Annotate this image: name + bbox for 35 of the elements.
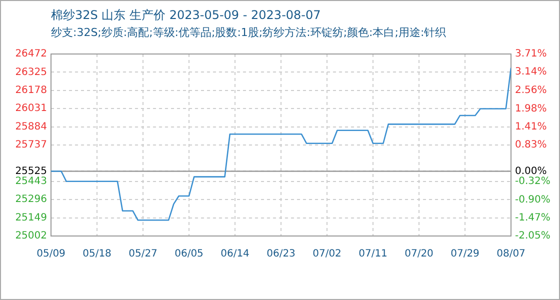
chart-title: 棉纱32S 山东 生产价 2023-05-09 - 2023-08-07: [51, 7, 321, 24]
y2-tick-label: 0.00%: [515, 166, 547, 177]
y2-tick-label: 3.71%: [515, 48, 547, 60]
y-tick-label: 25443: [15, 176, 47, 187]
y-tick-label: 26472: [15, 48, 47, 60]
y2-tick-label: 0.83%: [515, 140, 547, 151]
x-tick-label: 08/07: [496, 248, 526, 260]
y-tick-label: 25525: [15, 166, 47, 177]
y-tick-label: 26031: [15, 103, 47, 114]
chart-subtitle: 纱支:32S;纱质:高配;等级:优等品;股数:1股;纺纱方法:环锭纺;颜色:本白;用途:针织: [51, 25, 446, 40]
y2-tick-label: 2.56%: [515, 84, 547, 96]
y-tick-label: 25296: [15, 194, 47, 206]
x-tick-label: 07/29: [450, 248, 480, 260]
x-tick-label: 07/11: [358, 248, 388, 260]
x-tick-label: 06/23: [266, 248, 296, 260]
x-tick-label: 05/09: [36, 248, 66, 260]
y2-tick-label: 1.98%: [515, 103, 547, 114]
x-tick-label: 07/20: [404, 248, 434, 260]
y-tick-label: 26178: [15, 84, 47, 96]
x-tick-label: 05/27: [128, 248, 158, 260]
y2-tick-label: -1.47%: [515, 212, 550, 224]
y-tick-label: 26325: [15, 66, 47, 78]
x-tick-label: 06/05: [174, 248, 204, 260]
y2-tick-label: 1.41%: [515, 121, 547, 132]
y2-tick-label: 3.14%: [515, 66, 547, 78]
y-tick-label: 25884: [15, 121, 47, 132]
y-tick-label: 25149: [15, 212, 47, 224]
x-tick-label: 07/02: [312, 248, 342, 260]
y-tick-label: 25737: [15, 140, 47, 151]
y2-tick-label: -0.32%: [515, 176, 550, 187]
x-tick-label: 05/18: [82, 248, 112, 260]
y2-tick-label: -2.05%: [515, 230, 550, 242]
x-tick-label: 06/14: [220, 248, 250, 260]
y2-tick-label: -0.90%: [515, 194, 550, 206]
y-tick-label: 25002: [15, 230, 47, 242]
